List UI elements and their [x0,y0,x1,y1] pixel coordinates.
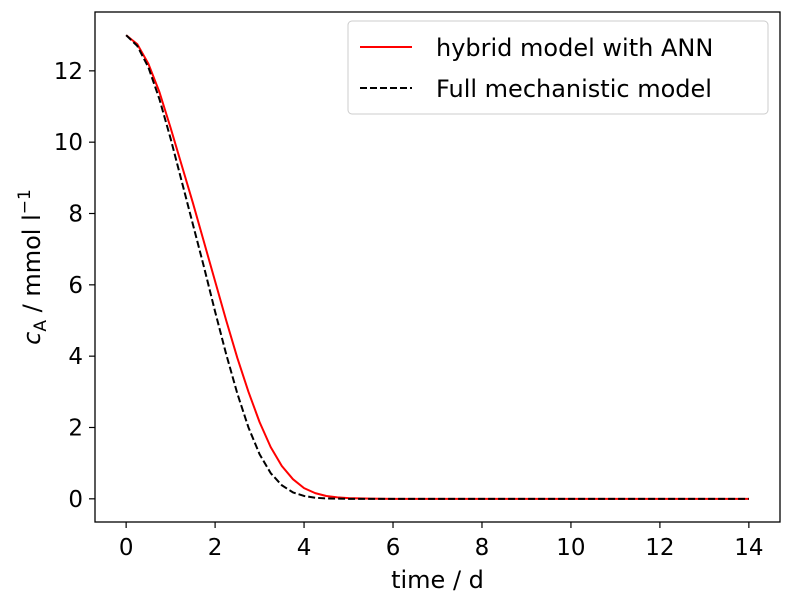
plot-frame [94,11,781,523]
y-tick-label: 8 [68,202,83,228]
plot-area [125,34,749,500]
legend-entry-hybrid: hybrid model with ANN [436,34,713,62]
x-tick-label: 14 [734,535,763,561]
series-line-mechanistic [125,34,749,500]
y-axis-label-sub: A [31,320,51,332]
legend-box [347,20,769,115]
x-axis-label: time / d [391,566,484,594]
y-axis-label-unit: / mmol l [18,214,46,320]
legend: hybrid model with ANN Full mechanistic m… [347,20,769,115]
y-tick-label: 0 [68,487,83,513]
y-axis-label-base: c [18,332,46,345]
y-tick-label: 12 [54,59,83,85]
x-tick-label: 4 [297,535,312,561]
x-tick-label: 2 [208,535,223,561]
x-tick-label: 0 [119,535,134,561]
x-tick-label: 8 [475,535,490,561]
y-tick-label: 2 [68,415,83,441]
x-tick-label: 6 [386,535,401,561]
axis-ticks: 0 2 4 6 8 10 12 14 0 2 4 6 8 10 12 [54,59,764,561]
x-tick-label: 10 [556,535,585,561]
y-tick-label: 10 [54,130,83,156]
y-axis-label: cA / mmol l−1 [15,189,51,345]
y-axis-label-sup: −1 [15,189,35,214]
y-tick-label: 6 [68,273,83,299]
x-tick-label: 12 [645,535,674,561]
series-line-hybrid [125,34,749,500]
legend-entry-mechanistic: Full mechanistic model [436,75,712,103]
y-tick-label: 4 [68,344,83,370]
